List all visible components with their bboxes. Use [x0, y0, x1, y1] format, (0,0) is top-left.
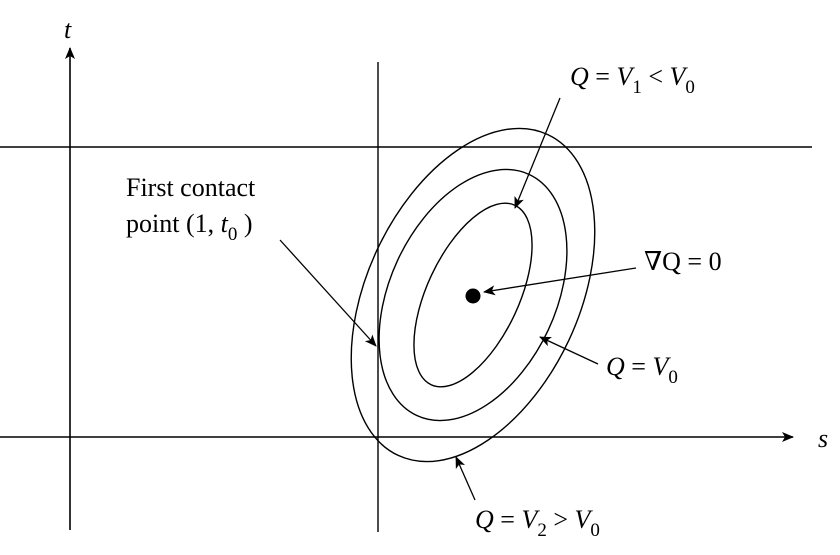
first-contact-suffix: ) [237, 209, 252, 238]
arrow-outer-level [455, 456, 476, 501]
first-contact-label-line1: First contact [126, 173, 256, 202]
t-axis-label: t [64, 15, 72, 44]
minimum-point [465, 288, 481, 304]
arrow-middle-level [539, 336, 599, 365]
arrow-inner-level [514, 97, 561, 209]
arrow-gradient [483, 267, 637, 296]
outer-level-label: Q = V2 > V0 [475, 505, 600, 541]
middle-level-label: Q = V0 [606, 352, 678, 388]
arrow-first-contact [279, 239, 377, 347]
level-set-outer [350, 127, 596, 463]
gradient-label: ∇Q = 0 [644, 247, 722, 276]
first-contact-sub: 0 [228, 224, 238, 245]
inner-level-label: Q = V1 < V0 [570, 62, 695, 98]
s-axis-label: s [818, 424, 828, 453]
first-contact-label-line2: point (1, t0 ) [126, 209, 253, 245]
first-contact-var: t [221, 209, 229, 238]
first-contact-prefix: point (1, [126, 209, 221, 238]
